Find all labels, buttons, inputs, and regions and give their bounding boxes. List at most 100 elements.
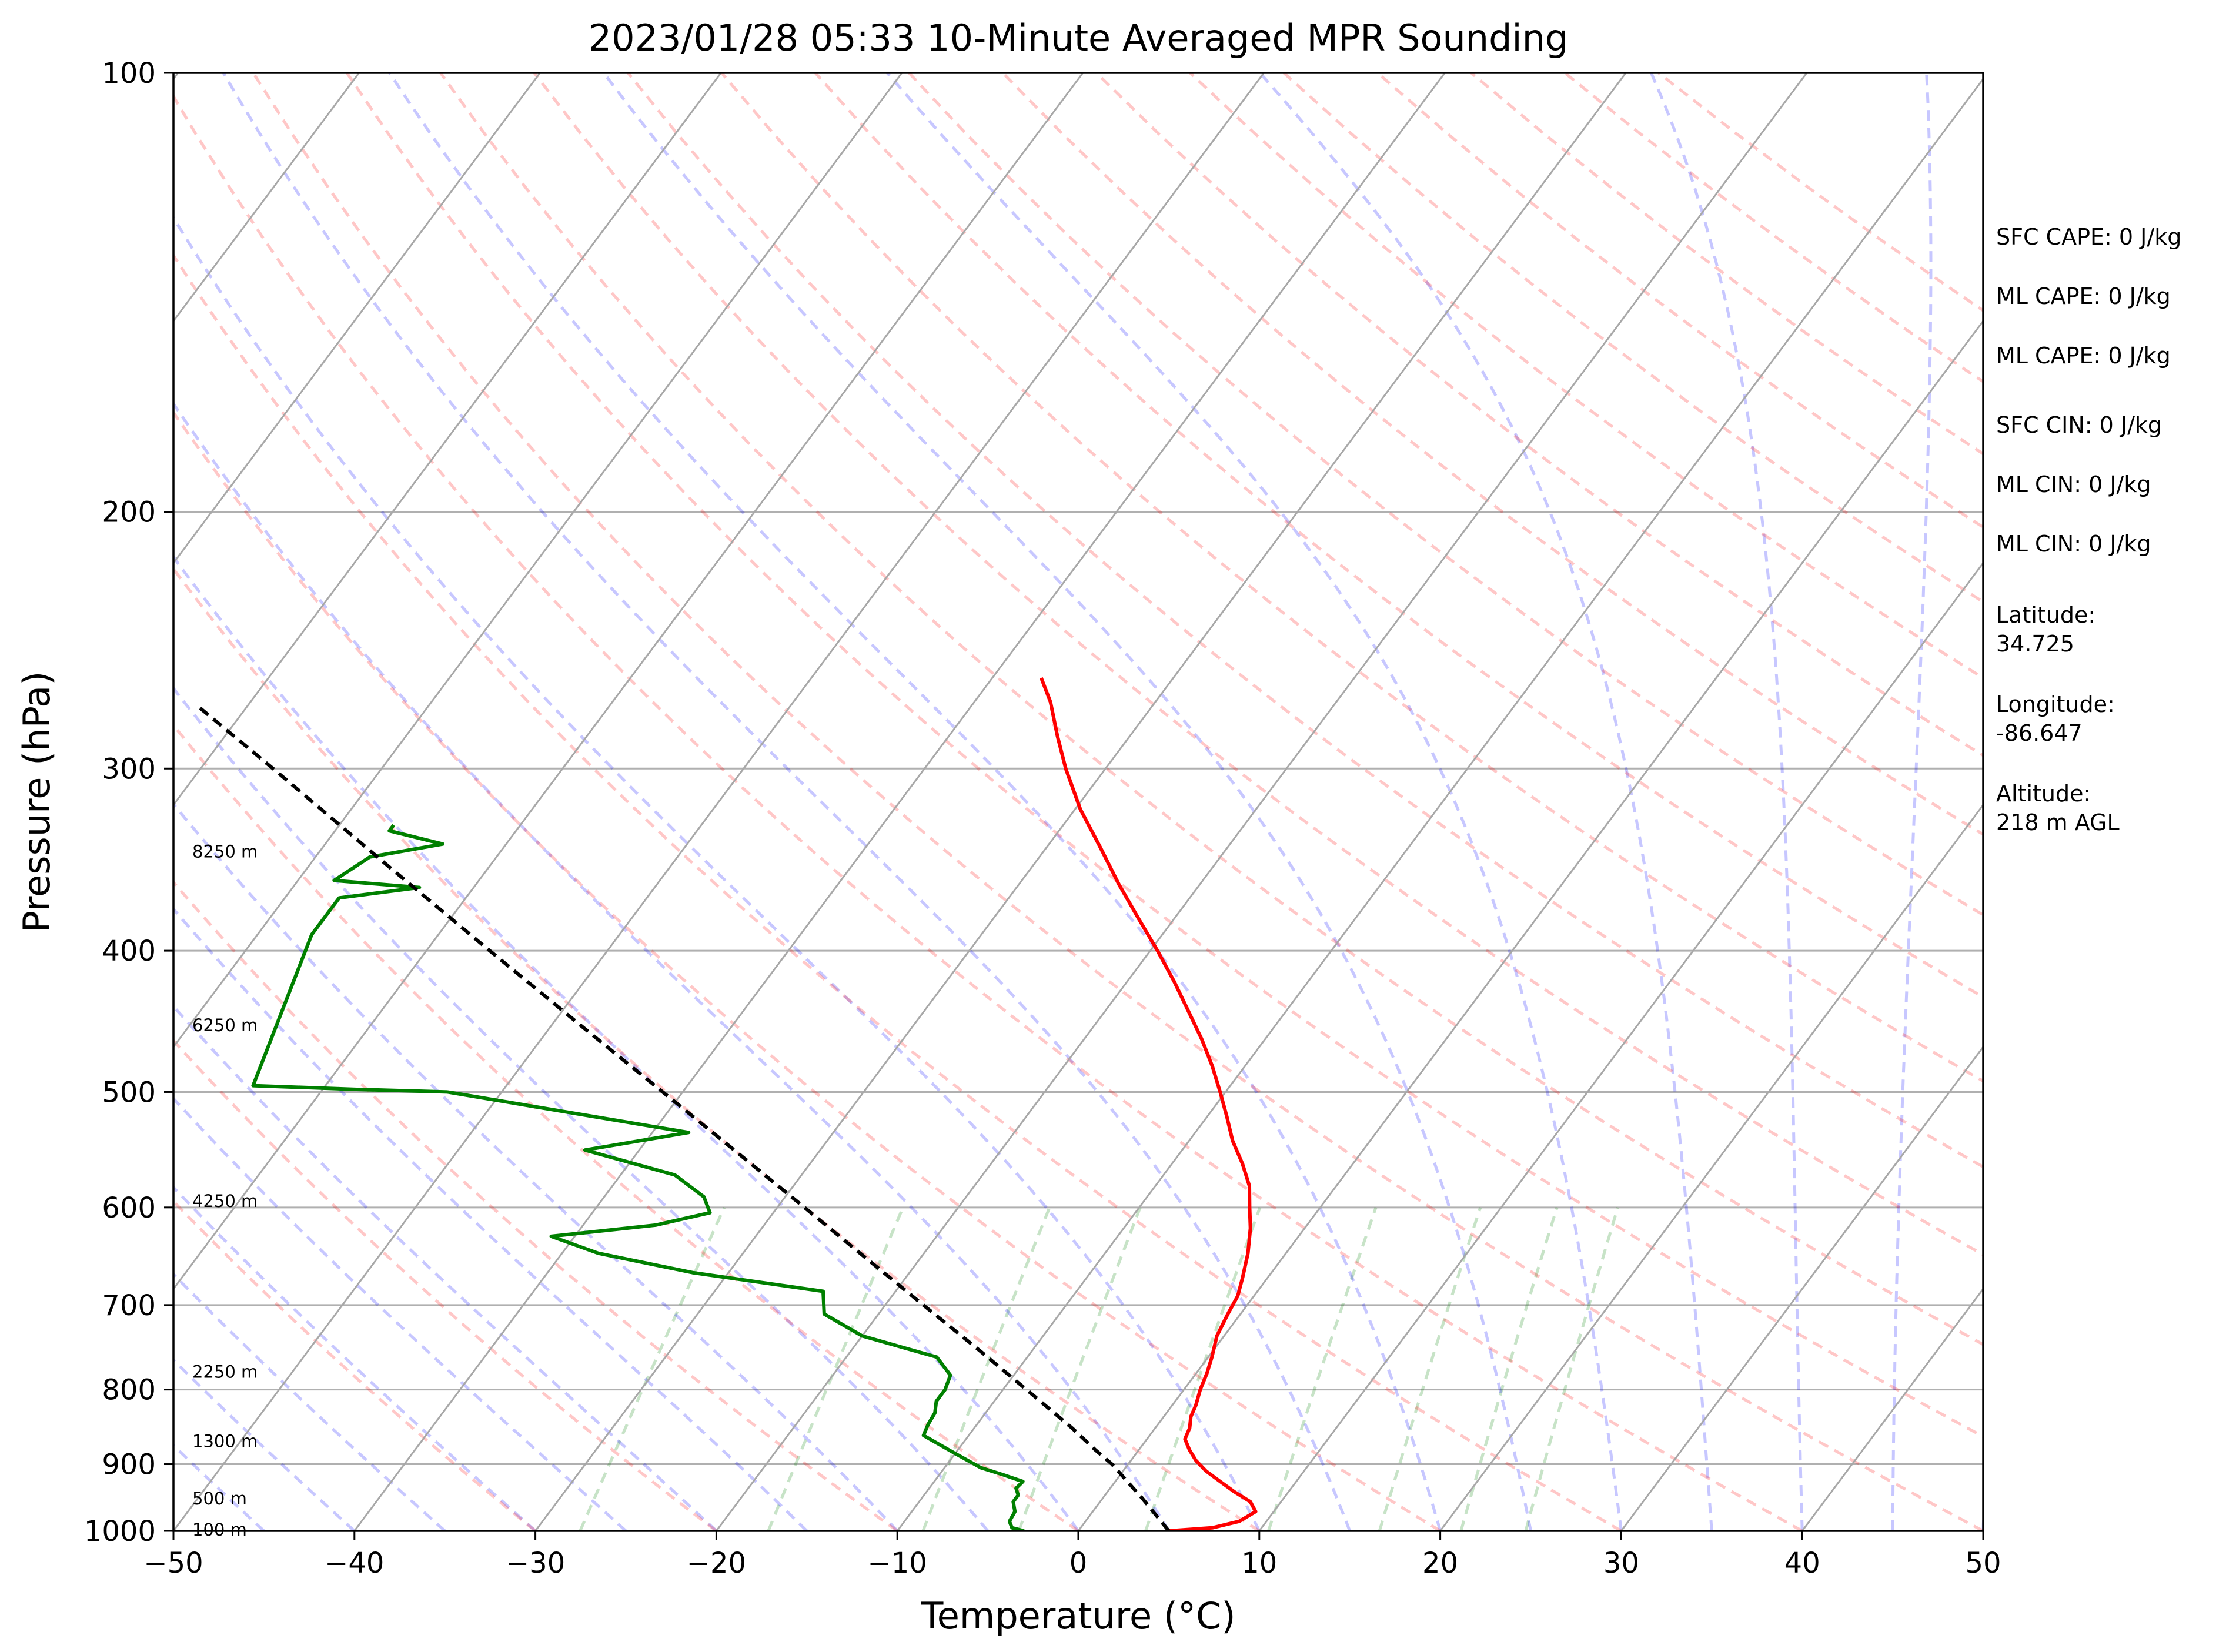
x-tick-label: −50 [143, 1547, 203, 1580]
isotherm-line [1258, 561, 1983, 1531]
moist-adiabat [1259, 73, 1713, 1531]
dry-adiabat [908, 73, 1983, 917]
isotherm-line [173, 73, 360, 323]
sounding-profiles [197, 677, 1258, 1531]
isotherm-line [1620, 1045, 1983, 1531]
isotherm-line [173, 73, 541, 565]
moist-adiabat [173, 1357, 356, 1531]
dry-adiabat [173, 566, 1261, 1531]
height-label: 8250 m [192, 841, 258, 861]
dry-adiabat [252, 73, 1983, 1531]
y-tick-label: 1000 [84, 1515, 156, 1548]
moist-adiabat [886, 73, 1623, 1531]
ml-cin-text-2: ML CIN: 0 J/kg [1996, 531, 2151, 557]
isotherm-line [896, 77, 1983, 1531]
altitude-value: 218 m AGL [1996, 810, 2120, 835]
dewpoint-line [251, 824, 1025, 1531]
isotherm-line [534, 73, 1627, 1531]
dry-adiabat [173, 1199, 537, 1531]
x-tick-label: −30 [506, 1547, 565, 1580]
moist-adiabat [173, 907, 808, 1531]
isotherm-line [173, 73, 903, 1049]
altitude-label: Altitude: [1996, 781, 2091, 807]
y-tick-label: 500 [102, 1076, 156, 1109]
moist-adiabat [173, 685, 990, 1531]
mixing-ratio-line [921, 1206, 1051, 1531]
longitude-label: Longitude: [1996, 691, 2115, 717]
dry-adiabat [720, 73, 1983, 1083]
mixing-ratio-line [1144, 1206, 1262, 1531]
longitude-value: -86.647 [1996, 720, 2083, 746]
isotherm-line [353, 73, 1446, 1531]
y-tick-label: 900 [102, 1449, 156, 1482]
dry-adiabat [173, 1038, 717, 1531]
mixing-ratio-lines [579, 1206, 1619, 1531]
y-tick-label: 300 [102, 753, 156, 785]
latitude-value: 34.725 [1996, 631, 2074, 657]
moist-adiabat [1891, 73, 1933, 1531]
x-tick-label: −20 [687, 1547, 746, 1580]
y-axis-ticks: 100 200 300 400 500 600 700 800 900 1000 [84, 57, 173, 1548]
height-label: 6250 m [192, 1015, 258, 1035]
chart-title: 2023/01/28 05:33 10-Minute Averaged MPR … [589, 16, 1569, 59]
height-labels: 100 m 500 m 1300 m 2250 m 4250 m 6250 m 8250 m [192, 841, 258, 1539]
sfc-cape-text: SFC CAPE: 0 J/kg [1996, 224, 2181, 250]
dry-adiabat [173, 252, 1622, 1531]
dry-adiabat [173, 93, 1803, 1531]
x-axis-label: Temperature (°C) [920, 1594, 1235, 1637]
moist-adiabat [173, 1004, 718, 1531]
x-tick-label: 40 [1784, 1547, 1820, 1580]
moist-adiabat [602, 73, 1532, 1531]
sfc-cin-text: SFC CIN: 0 J/kg [1996, 412, 2162, 438]
dry-adiabat [814, 73, 1983, 999]
isotherm-line [173, 73, 1265, 1531]
y-tick-label: 600 [102, 1192, 156, 1225]
moist-adiabat [173, 215, 1261, 1531]
dry-adiabat [173, 410, 1441, 1531]
y-tick-label: 700 [102, 1289, 156, 1322]
x-axis-ticks: −50 −40 −30 −20 −10 0 10 20 30 40 50 [143, 1531, 2001, 1580]
temperature-line [1040, 677, 1258, 1531]
moist-adiabat [173, 401, 1171, 1531]
latitude-label: Latitude: [1996, 602, 2095, 628]
dry-adiabat-lines [173, 73, 1983, 1531]
y-tick-label: 200 [102, 496, 156, 529]
isotherm-lines [173, 73, 1983, 1531]
x-tick-label: −40 [325, 1547, 384, 1580]
parcel-line [197, 705, 1171, 1531]
dry-adiabat [1001, 73, 1983, 837]
x-tick-label: −10 [868, 1547, 927, 1580]
moist-adiabat [173, 554, 1080, 1531]
mixing-ratio-line [1017, 1206, 1142, 1531]
height-label: 2250 m [192, 1362, 258, 1382]
ml-cin-text: ML CIN: 0 J/kg [1996, 471, 2151, 497]
height-label: 500 m [192, 1489, 247, 1509]
y-tick-label: 800 [102, 1374, 156, 1407]
x-tick-label: 50 [1965, 1547, 2001, 1580]
mixing-ratio-line [1378, 1207, 1482, 1531]
x-tick-label: 20 [1422, 1547, 1458, 1580]
mixing-ratio-line [1524, 1207, 1619, 1531]
x-tick-label: 10 [1241, 1547, 1277, 1580]
mixing-ratio-line [1267, 1206, 1378, 1531]
isotherm-line [716, 73, 1808, 1531]
ml-cape-text: ML CAPE: 0 J/kg [1996, 283, 2171, 309]
isotherm-line [1439, 803, 1983, 1531]
dry-adiabat [173, 879, 898, 1531]
y-tick-label: 400 [102, 935, 156, 968]
moist-adiabat [173, 1096, 627, 1531]
dry-adiabat [533, 73, 1983, 1256]
dry-adiabat [1189, 73, 1983, 680]
moist-adiabat-lines [173, 73, 1983, 1531]
isotherm-line [173, 73, 722, 807]
moist-adiabat [388, 73, 1442, 1531]
moist-adiabat [1650, 73, 1804, 1531]
dry-adiabat [173, 723, 1079, 1531]
height-label: 4250 m [192, 1191, 258, 1211]
x-tick-label: 30 [1603, 1547, 1639, 1580]
x-tick-label: 0 [1069, 1547, 1088, 1580]
isobar-gridlines [173, 73, 1983, 1531]
dry-adiabat [627, 73, 1983, 1169]
ml-cape-text-2: ML CAPE: 0 J/kg [1996, 343, 2171, 369]
